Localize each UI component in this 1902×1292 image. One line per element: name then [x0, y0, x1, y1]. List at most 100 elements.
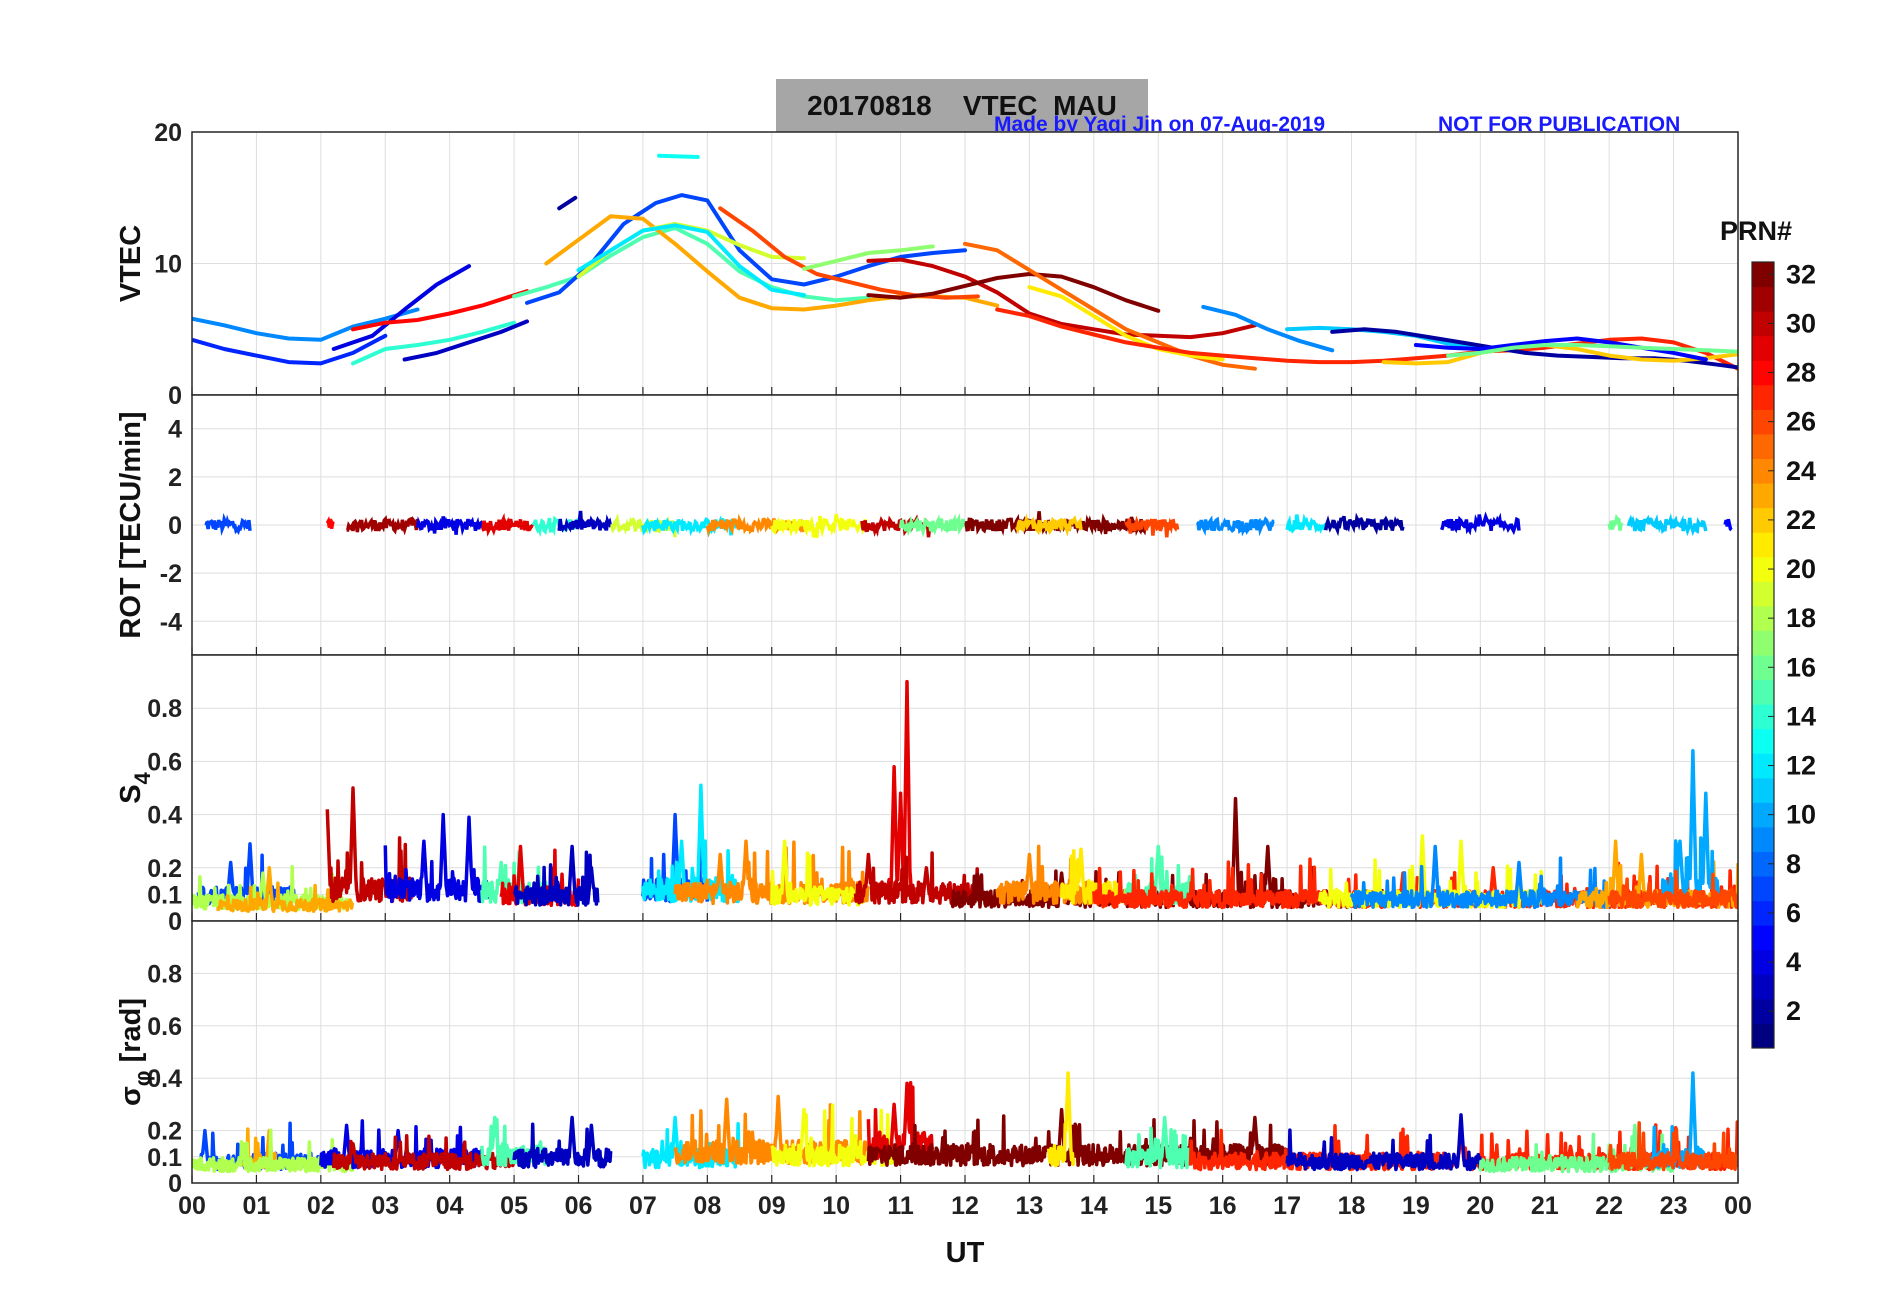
colorbar-swatch [1752, 704, 1774, 730]
colorbar-tick-label: 22 [1786, 505, 1816, 535]
sigma-series-prn-32 [866, 1107, 1289, 1168]
y-tick-label: 0.1 [147, 1144, 182, 1172]
title-box [776, 79, 1148, 132]
y-tick-label: 0.8 [147, 695, 182, 723]
vtec-series-prn-9 [192, 307, 420, 342]
rot-series-prn-16 [1607, 513, 1624, 531]
rot-series-prn-22 [1014, 513, 1083, 537]
vtec-series-prn-4 [331, 264, 471, 351]
vtec-series-prn-30 [866, 257, 1257, 340]
rot-series-prn-5 [1723, 518, 1733, 532]
vtec-series-prn-2 [557, 195, 578, 211]
colorbar-swatch [1752, 753, 1774, 779]
colorbar-tick-label: 2 [1786, 996, 1801, 1026]
s4-series-prn-23 [216, 866, 355, 914]
x-tick-label: 18 [1338, 1192, 1366, 1220]
publication-notice: NOT FOR PUBLICATION [1438, 113, 1680, 136]
x-tick-label: 22 [1595, 1192, 1623, 1220]
colorbar-swatch [1752, 1023, 1774, 1049]
colorbar-swatch [1752, 384, 1774, 410]
vtec-series-prn-21 [1027, 285, 1225, 362]
x-tick-label: 02 [307, 1192, 335, 1220]
x-tick-label: 06 [565, 1192, 593, 1220]
colorbar-swatch [1752, 777, 1774, 803]
colorbar-swatch [1752, 556, 1774, 582]
rot-series-prn-31 [345, 515, 420, 536]
x-tick-label: 23 [1660, 1192, 1688, 1220]
y-tick-label: 20 [154, 119, 182, 147]
y-tick-label: 0 [168, 382, 182, 410]
colorbar-frame [1751, 261, 1775, 1049]
y-tick-label: 0 [168, 908, 182, 936]
sigma-series-prn-26 [1607, 1121, 1738, 1172]
vtec-series-prn-32 [866, 272, 1161, 313]
y-tick-label: 0.6 [147, 748, 182, 776]
colorbar-tick-label: 14 [1786, 701, 1816, 731]
colorbar-tick-label: 30 [1786, 308, 1816, 338]
panel-1: 0 10 20 VTEC [115, 119, 1739, 410]
x-tick-label: 17 [1273, 1192, 1301, 1220]
colorbar-swatch [1752, 974, 1774, 1000]
rot-series-prn-29 [481, 512, 535, 537]
figure-title: 20170818 VTEC MAU [807, 90, 1117, 121]
y-axis-label: VTEC [115, 225, 147, 302]
colorbar-tick-label: 18 [1786, 603, 1816, 633]
y-axis-label: σφ [rad] [115, 998, 155, 1106]
x-tick-label: 14 [1080, 1192, 1108, 1220]
x-tick-label: 20 [1466, 1192, 1494, 1220]
colorbar-swatch [1752, 949, 1774, 975]
x-tick-label: 19 [1402, 1192, 1430, 1220]
x-tick-label: 08 [693, 1192, 721, 1220]
y-tick-label: 4 [168, 416, 182, 444]
sigma-series-prn-3 [1285, 1113, 1483, 1172]
s4-series-prn-10 [1659, 749, 1721, 903]
vtec-series-prn-27 [995, 307, 1738, 371]
y-axis-label: S4 [115, 771, 155, 803]
y-tick-label: 0.2 [147, 1118, 182, 1146]
rot-series-prn-12 [1285, 513, 1328, 534]
rot-series-prn-2 [1323, 512, 1405, 537]
rot-series-prn-4 [1440, 511, 1521, 536]
x-axis: 00 01 02 03 04 05 06 07 08 09 10 11 12 13 14 15 16 17 18 19… [178, 1192, 1752, 1269]
x-tick-label: 15 [1144, 1192, 1172, 1220]
colorbar-swatch [1752, 311, 1774, 337]
s4-series-prn-26 [1607, 869, 1738, 910]
x-tick-label: 12 [951, 1192, 979, 1220]
x-tick-label: 11 [887, 1192, 914, 1220]
s4-series-prn-3 [513, 844, 600, 907]
rot-series-prn-14 [531, 515, 580, 538]
colorbar-tick-label: 4 [1786, 947, 1801, 977]
x-tick-label: 01 [243, 1192, 271, 1220]
x-tick-label: 00 [1724, 1192, 1752, 1220]
vtec-series-prn-3 [402, 319, 529, 362]
colorbar-swatch [1752, 925, 1774, 951]
colorbar-swatch [1752, 483, 1774, 509]
colorbar-swatch [1752, 826, 1774, 852]
sigma-series-prn-3 [512, 1115, 613, 1170]
vtec-series-prn-17 [802, 244, 935, 271]
panel-3: 00.10.2 0.4 0.6 0.8 S4 [115, 654, 1739, 936]
panel-2: -4 -2 0 2 4 ROT [TECU/min] [115, 394, 1739, 656]
vtec-series-prn-28 [351, 289, 529, 332]
rot-series-prn-4 [415, 516, 484, 537]
colorbar-tick-label: 16 [1786, 652, 1816, 682]
rot-series-prn-16 [898, 513, 966, 538]
vtec-series-prn-16 [1446, 343, 1738, 358]
colorbar-swatch [1752, 655, 1774, 681]
y-axis-label: ROT [TECU/min] [115, 411, 147, 638]
colorbar-swatch [1752, 262, 1774, 288]
vtec-series-prn-26 [718, 206, 980, 300]
series-group [192, 679, 1738, 914]
colorbar-swatch [1752, 802, 1774, 828]
s4-series-prn-21 [1059, 847, 1128, 905]
colorbar-swatch [1752, 532, 1774, 558]
colorbar-swatch [1752, 679, 1774, 705]
x-tick-label: 21 [1531, 1192, 1559, 1220]
colorbar-swatch [1752, 433, 1774, 459]
colorbar-swatch [1752, 507, 1774, 533]
y-tick-label: 0 [168, 1170, 182, 1198]
colorbar-tick-label: 10 [1786, 800, 1816, 830]
rot-series-prn-20 [770, 513, 870, 539]
colorbar-swatch [1752, 605, 1774, 631]
colorbar-swatch [1752, 335, 1774, 361]
